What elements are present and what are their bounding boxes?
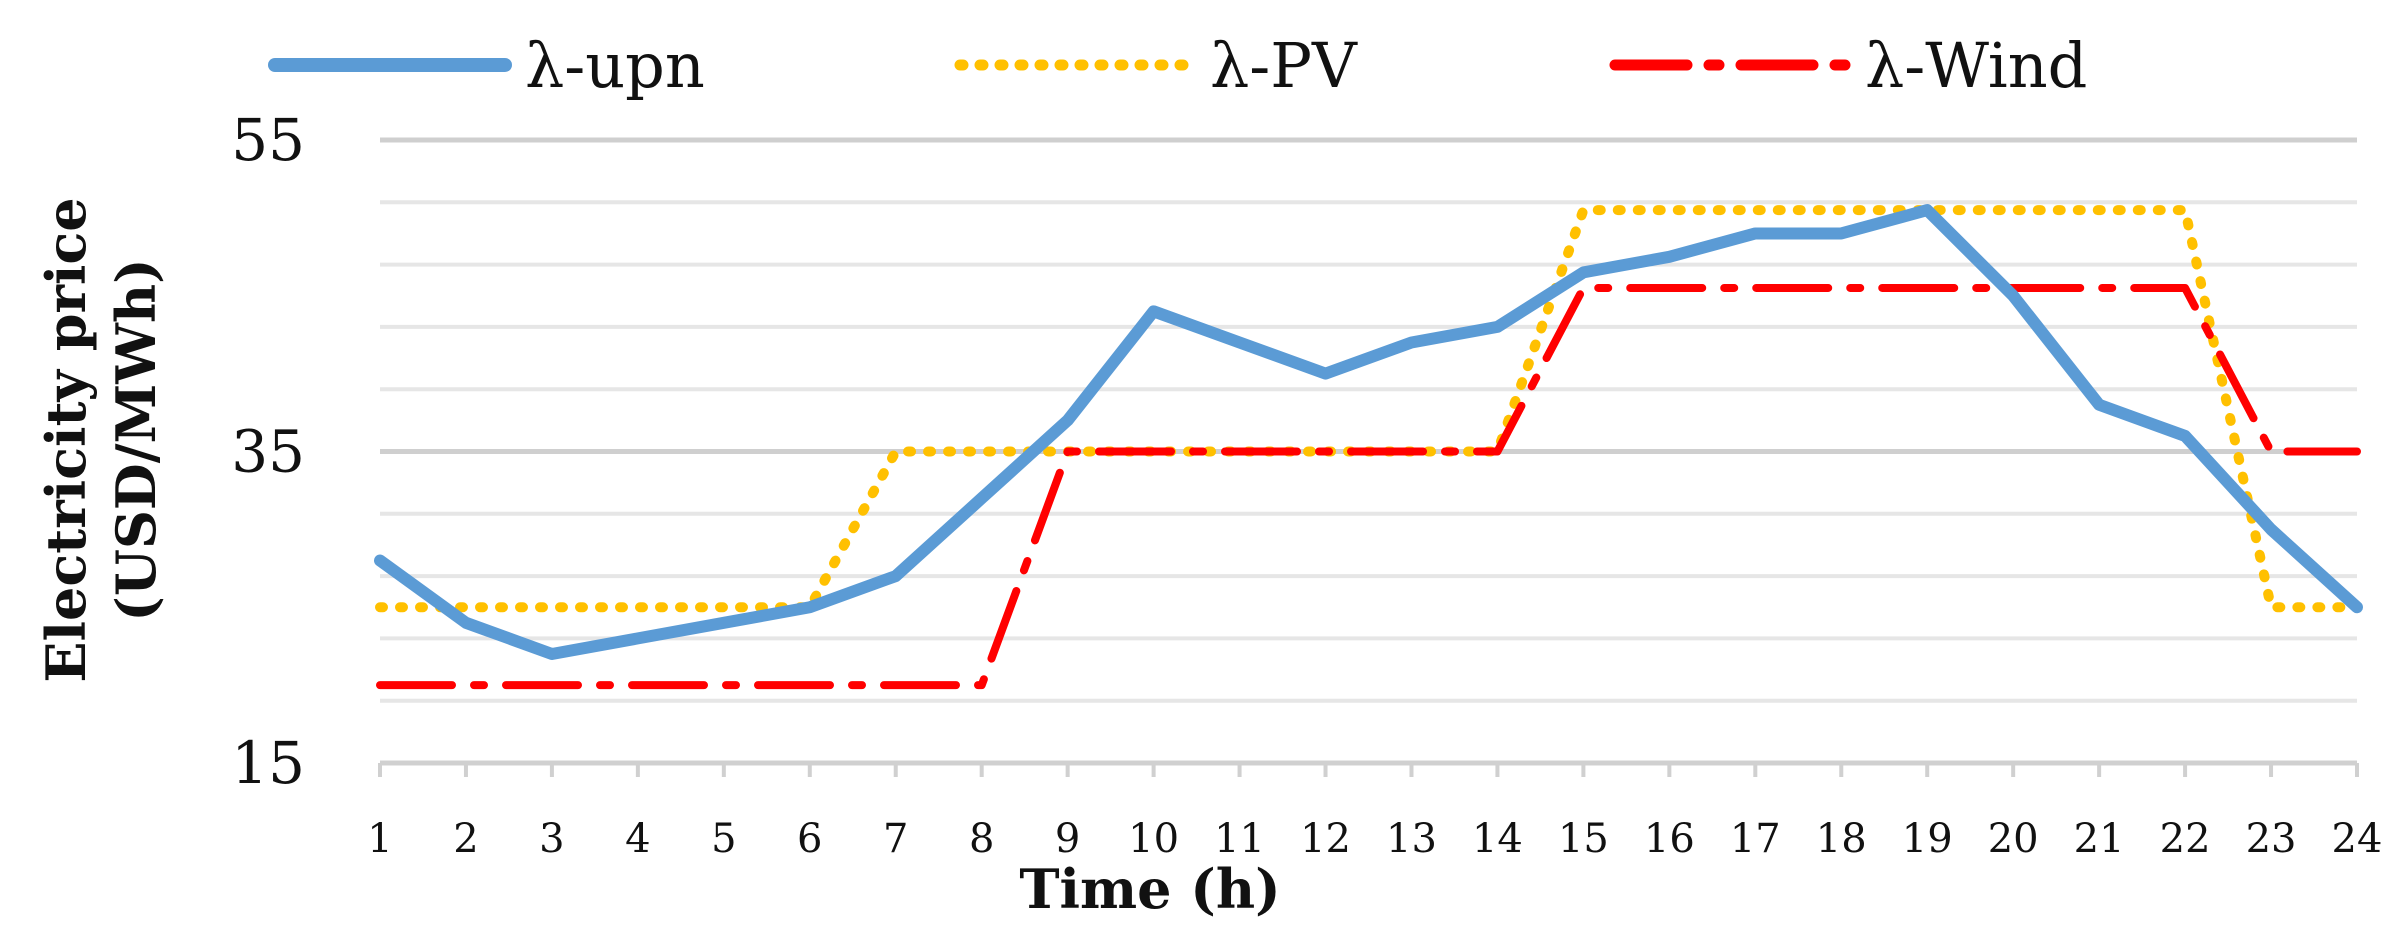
x-tick-label: 8: [969, 816, 994, 862]
data-series: [374, 204, 2363, 690]
x-tick-label: 9: [1055, 816, 1080, 862]
y-axis-title-line1: Electricity price: [34, 197, 98, 682]
x-tick-label: 5: [711, 816, 736, 862]
x-axis-tick-labels: 1 2 3 4 5 6 7 8 9 10 11 12 13 14 15 16 17 18 19 20 21 22 23 24: [367, 816, 2382, 862]
x-tick-label: 24: [2332, 816, 2383, 862]
y-axis-title-line2: (USD/MWh): [104, 258, 168, 621]
x-tick-label: 15: [1558, 816, 1609, 862]
x-tick-label: 16: [1644, 816, 1695, 862]
legend-label: λ-Wind: [1865, 29, 2087, 102]
x-tick-label: 14: [1472, 816, 1523, 862]
x-tick-label: 19: [1902, 816, 1953, 862]
y-axis-tick-labels: 15 35 55: [231, 106, 305, 797]
legend: λ-upn λ-PV λ-Wind: [268, 29, 2087, 102]
x-tick-label: 17: [1730, 816, 1781, 862]
x-tick-label: 23: [2246, 816, 2297, 862]
gridlines: [380, 137, 2357, 703]
x-tick-label: 11: [1214, 816, 1265, 862]
x-tick-label: 22: [2160, 816, 2211, 862]
x-tick-label: 2: [453, 816, 478, 862]
x-axis-title: Time (h): [1019, 857, 1280, 921]
y-tick-label: 55: [231, 106, 305, 174]
x-tick-label: 1: [367, 816, 392, 862]
x-axis: [378, 760, 2359, 777]
x-tick-label: 6: [797, 816, 822, 862]
series-line-wind: [376, 283, 2361, 690]
y-tick-label: 35: [231, 418, 305, 486]
x-tick-label: 7: [883, 816, 908, 862]
x-tick-label: 4: [625, 816, 650, 862]
x-tick-label: 13: [1386, 816, 1437, 862]
x-tick-label: 21: [2074, 816, 2125, 862]
x-tick-label: 3: [539, 816, 564, 862]
legend-label: λ-PV: [1210, 29, 1358, 102]
y-tick-label: 15: [231, 729, 305, 797]
x-tick-label: 12: [1300, 816, 1351, 862]
x-tick-label: 20: [1988, 816, 2039, 862]
legend-label: λ-upn: [525, 29, 705, 102]
series-line-pv: [375, 205, 2362, 613]
y-axis-title: Electricity price (USD/MWh): [34, 197, 168, 682]
series-line-upn: [374, 204, 2363, 660]
x-tick-label: 18: [1816, 816, 1867, 862]
x-tick-label: 10: [1128, 816, 1179, 862]
